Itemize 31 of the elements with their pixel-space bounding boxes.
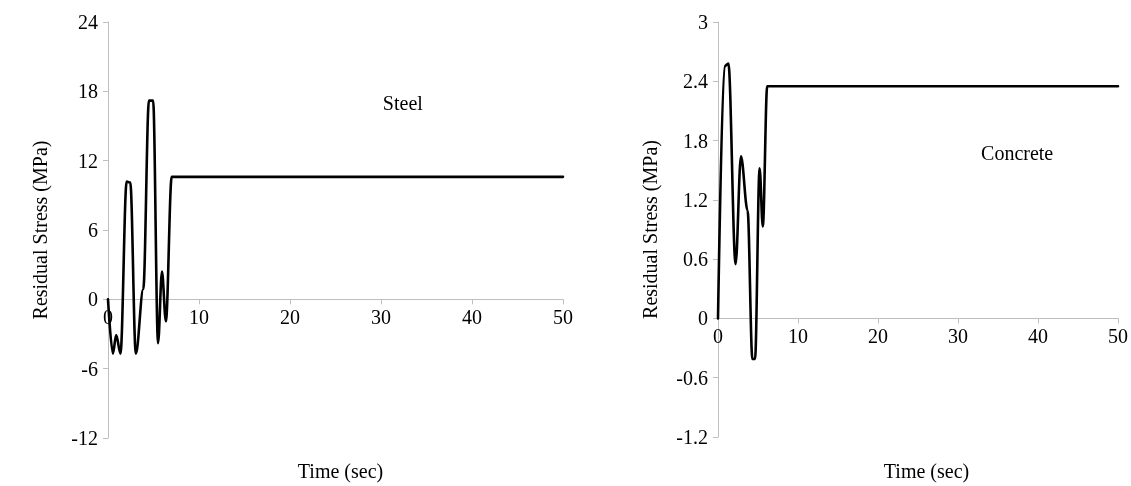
y-tick-label: 12 (78, 149, 98, 172)
x-tick-label: 40 (462, 306, 482, 329)
y-tick-label: 0 (88, 288, 98, 311)
annotation: Concrete (981, 141, 1054, 164)
y-tick-label: 1.2 (683, 188, 708, 211)
x-tick-label: 30 (948, 325, 968, 348)
annotation: Steel (382, 92, 424, 115)
y-tick-label: 1.8 (683, 129, 708, 152)
x-tick-label: 10 (189, 306, 209, 329)
y-axis-title: Residual Stress (MPa) (639, 140, 662, 319)
y-tick-label: 18 (78, 80, 98, 103)
x-tick-label: 20 (868, 325, 888, 348)
y-axis-title: Residual Stress (MPa) (29, 140, 52, 320)
y-tick-label: 24 (78, 11, 98, 33)
x-tick-label: 20 (280, 306, 300, 329)
y-tick-label: -0.6 (676, 366, 708, 389)
y-tick-label: -12 (71, 427, 98, 449)
x-tick-label: 50 (553, 306, 573, 329)
x-tick-label: 10 (788, 325, 808, 348)
x-tick-label: 30 (371, 306, 391, 329)
y-tick-label: -1.2 (676, 426, 708, 448)
y-tick-label: 6 (88, 219, 98, 241)
x-tick-label: 40 (1028, 325, 1048, 348)
x-tick-label: 0 (713, 325, 723, 348)
x-axis-title: Time (sec) (297, 460, 384, 483)
x-tick-label: 50 (1108, 325, 1128, 348)
x-axis-title: Time (sec) (883, 460, 970, 483)
y-tick-label: 3 (698, 11, 708, 33)
y-tick-label: 2.4 (683, 70, 708, 93)
y-tick-label: 0.6 (683, 248, 708, 271)
y-tick-label: -6 (81, 357, 98, 380)
